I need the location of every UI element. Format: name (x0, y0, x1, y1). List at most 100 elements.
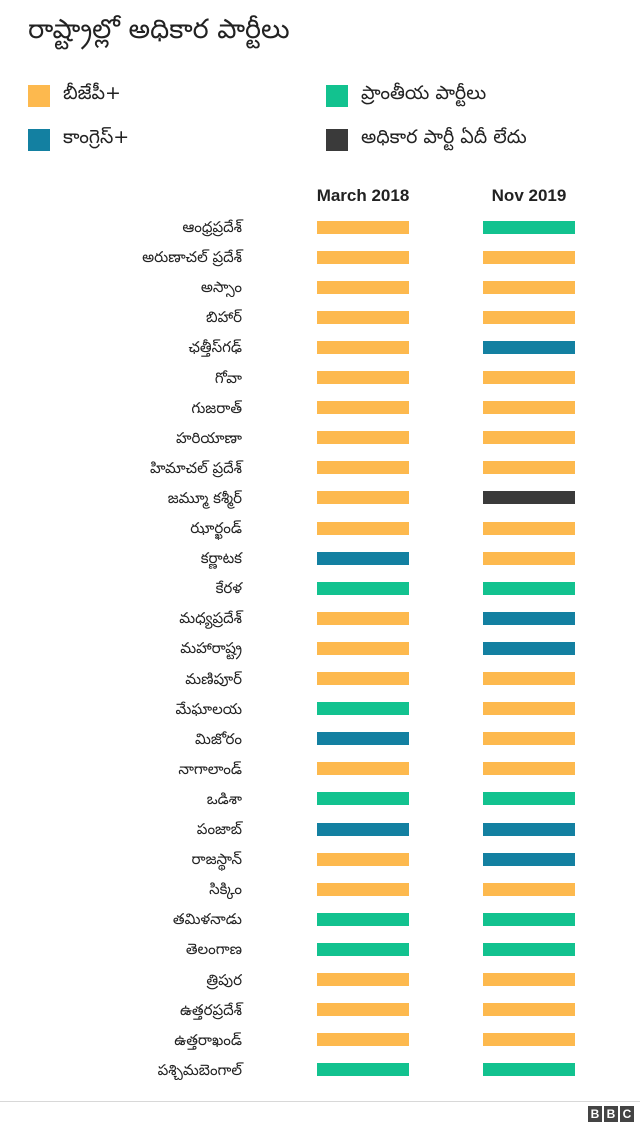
party-bar-bjp (483, 431, 575, 445)
party-bar-regional (317, 912, 409, 926)
party-bar-bjp (317, 310, 409, 324)
party-bar-congress (483, 822, 575, 836)
party-bar-bjp (483, 702, 575, 716)
party-bar-regional (317, 1063, 409, 1077)
state-label: కేరళ (215, 579, 242, 598)
state-label: త్రిపుర (206, 970, 242, 989)
legend-swatch-bjp (28, 84, 50, 107)
state-label: గోవా (214, 368, 242, 387)
state-label: తమిళనాడు (172, 910, 242, 929)
party-bar-bjp (317, 280, 409, 294)
party-bar-bjp (483, 973, 575, 986)
party-bar-bjp (317, 401, 409, 415)
party-bar-regional (483, 942, 575, 956)
party-bar-bjp (317, 491, 409, 505)
party-bar-bjp (317, 882, 409, 896)
state-label: తెలంగాణ (185, 940, 242, 959)
state-label: ఉత్తరాఖండ్ (174, 1030, 242, 1049)
party-bar-congress (317, 732, 409, 746)
legend-item-none: అధికార పార్టీ ఏదీ లేదు (326, 126, 527, 153)
state-label: ఒడిశా (206, 789, 242, 808)
party-bar-regional (483, 912, 575, 926)
bbc-logo-letter: B (604, 1106, 618, 1122)
party-bar-regional (317, 942, 409, 956)
column-header-nov-2019: Nov 2019 (491, 186, 567, 205)
party-bar-regional (317, 581, 409, 595)
state-label: మధ్యప్రదేశ్ (179, 609, 242, 628)
state-label: అస్సాం (200, 278, 242, 297)
party-bar-bjp (317, 220, 409, 234)
legend-swatch-regional (326, 84, 348, 107)
legend-item-congress: కాంగ్రెస్+ (28, 126, 129, 153)
state-label: బిహార్ (206, 308, 242, 327)
legend-label-congress: కాంగ్రెస్+ (63, 126, 130, 148)
state-label: జమ్మూ కశ్మీర్ (167, 488, 242, 507)
party-bar-bjp (317, 1033, 409, 1047)
party-bar-regional (317, 792, 409, 806)
column-header-march-2018: March 2018 (316, 186, 410, 205)
party-bar-bjp (483, 882, 575, 896)
party-bar-regional (483, 1063, 575, 1077)
state-label: ఛత్తీస్‌గఢ్ (188, 338, 242, 357)
party-bar-bjp (317, 672, 409, 685)
party-bar-bjp (483, 280, 575, 294)
party-bar-bjp (483, 762, 575, 776)
state-label: పశ్చిమబెంగాల్ (157, 1060, 242, 1079)
party-bar-congress (317, 822, 409, 836)
party-bar-bjp (483, 521, 575, 535)
state-label: హిమాచల్ ప్రదేశ్ (149, 458, 242, 477)
party-bar-bjp (483, 1003, 575, 1017)
state-label: పంజాబ్ (196, 820, 242, 838)
party-bar-bjp (317, 1003, 409, 1017)
state-label: నాగాలాండ్ (178, 759, 242, 778)
legend-item-bjp: బీజేపీ+ (28, 82, 121, 109)
party-bar-bjp (317, 461, 409, 475)
chart-title: రాష్ట్రాల్లో అధికార పార్టీలు (28, 14, 290, 45)
state-label: సిక్కిం (209, 880, 242, 899)
party-bar-bjp (317, 431, 409, 445)
party-bar-none (483, 491, 575, 505)
legend-swatch-congress (28, 128, 50, 151)
party-bar-congress (483, 852, 575, 866)
party-bar-bjp (317, 340, 409, 354)
state-label: మేఘాలయ (175, 699, 242, 718)
party-bar-bjp (483, 310, 575, 324)
state-label: కర్ణాటక (200, 549, 242, 568)
bbc-logo-letter: C (620, 1106, 634, 1122)
party-bar-bjp (483, 461, 575, 475)
state-label: మణిపూర్ (185, 669, 242, 688)
party-bar-bjp (483, 371, 575, 384)
party-bar-bjp (483, 401, 575, 415)
state-label: మిజోరం (194, 729, 242, 748)
state-label: ఝార్ఖండ్ (190, 519, 242, 537)
legend-item-regional: ప్రాంతీయ పార్టీలు (326, 82, 486, 109)
state-label: ఆంధ్రప్రదేశ్ (182, 218, 242, 236)
legend-label-none: అధికార పార్టీ ఏదీ లేదు (361, 126, 527, 148)
party-bar-regional (483, 581, 575, 595)
state-label: ఉత్తరప్రదేశ్ (179, 1000, 242, 1019)
party-bar-congress (483, 641, 575, 655)
state-label: హరియాణా (176, 428, 242, 447)
party-bar-bjp (317, 762, 409, 776)
party-bar-regional (483, 220, 575, 234)
party-bar-regional (317, 702, 409, 716)
party-bar-bjp (483, 672, 575, 685)
party-bar-bjp (483, 1033, 575, 1047)
footer-divider (0, 1101, 640, 1102)
bbc-logo-letter: B (588, 1106, 602, 1122)
legend-swatch-none (326, 128, 348, 151)
state-label: మహారాష్ట్ర (180, 639, 242, 658)
state-label: రాజస్థాన్ (191, 850, 242, 869)
bbc-logo: B B C (588, 1106, 634, 1122)
party-bar-regional (483, 792, 575, 806)
party-bar-bjp (483, 551, 575, 565)
state-label: గుజరాత్ (191, 398, 242, 417)
party-bar-bjp (317, 521, 409, 535)
party-bar-bjp (317, 250, 409, 264)
party-bar-congress (317, 551, 409, 565)
party-bar-bjp (317, 973, 409, 986)
party-bar-bjp (317, 852, 409, 866)
party-bar-congress (483, 611, 575, 625)
legend-label-regional: ప్రాంతీయ పార్టీలు (361, 82, 487, 104)
